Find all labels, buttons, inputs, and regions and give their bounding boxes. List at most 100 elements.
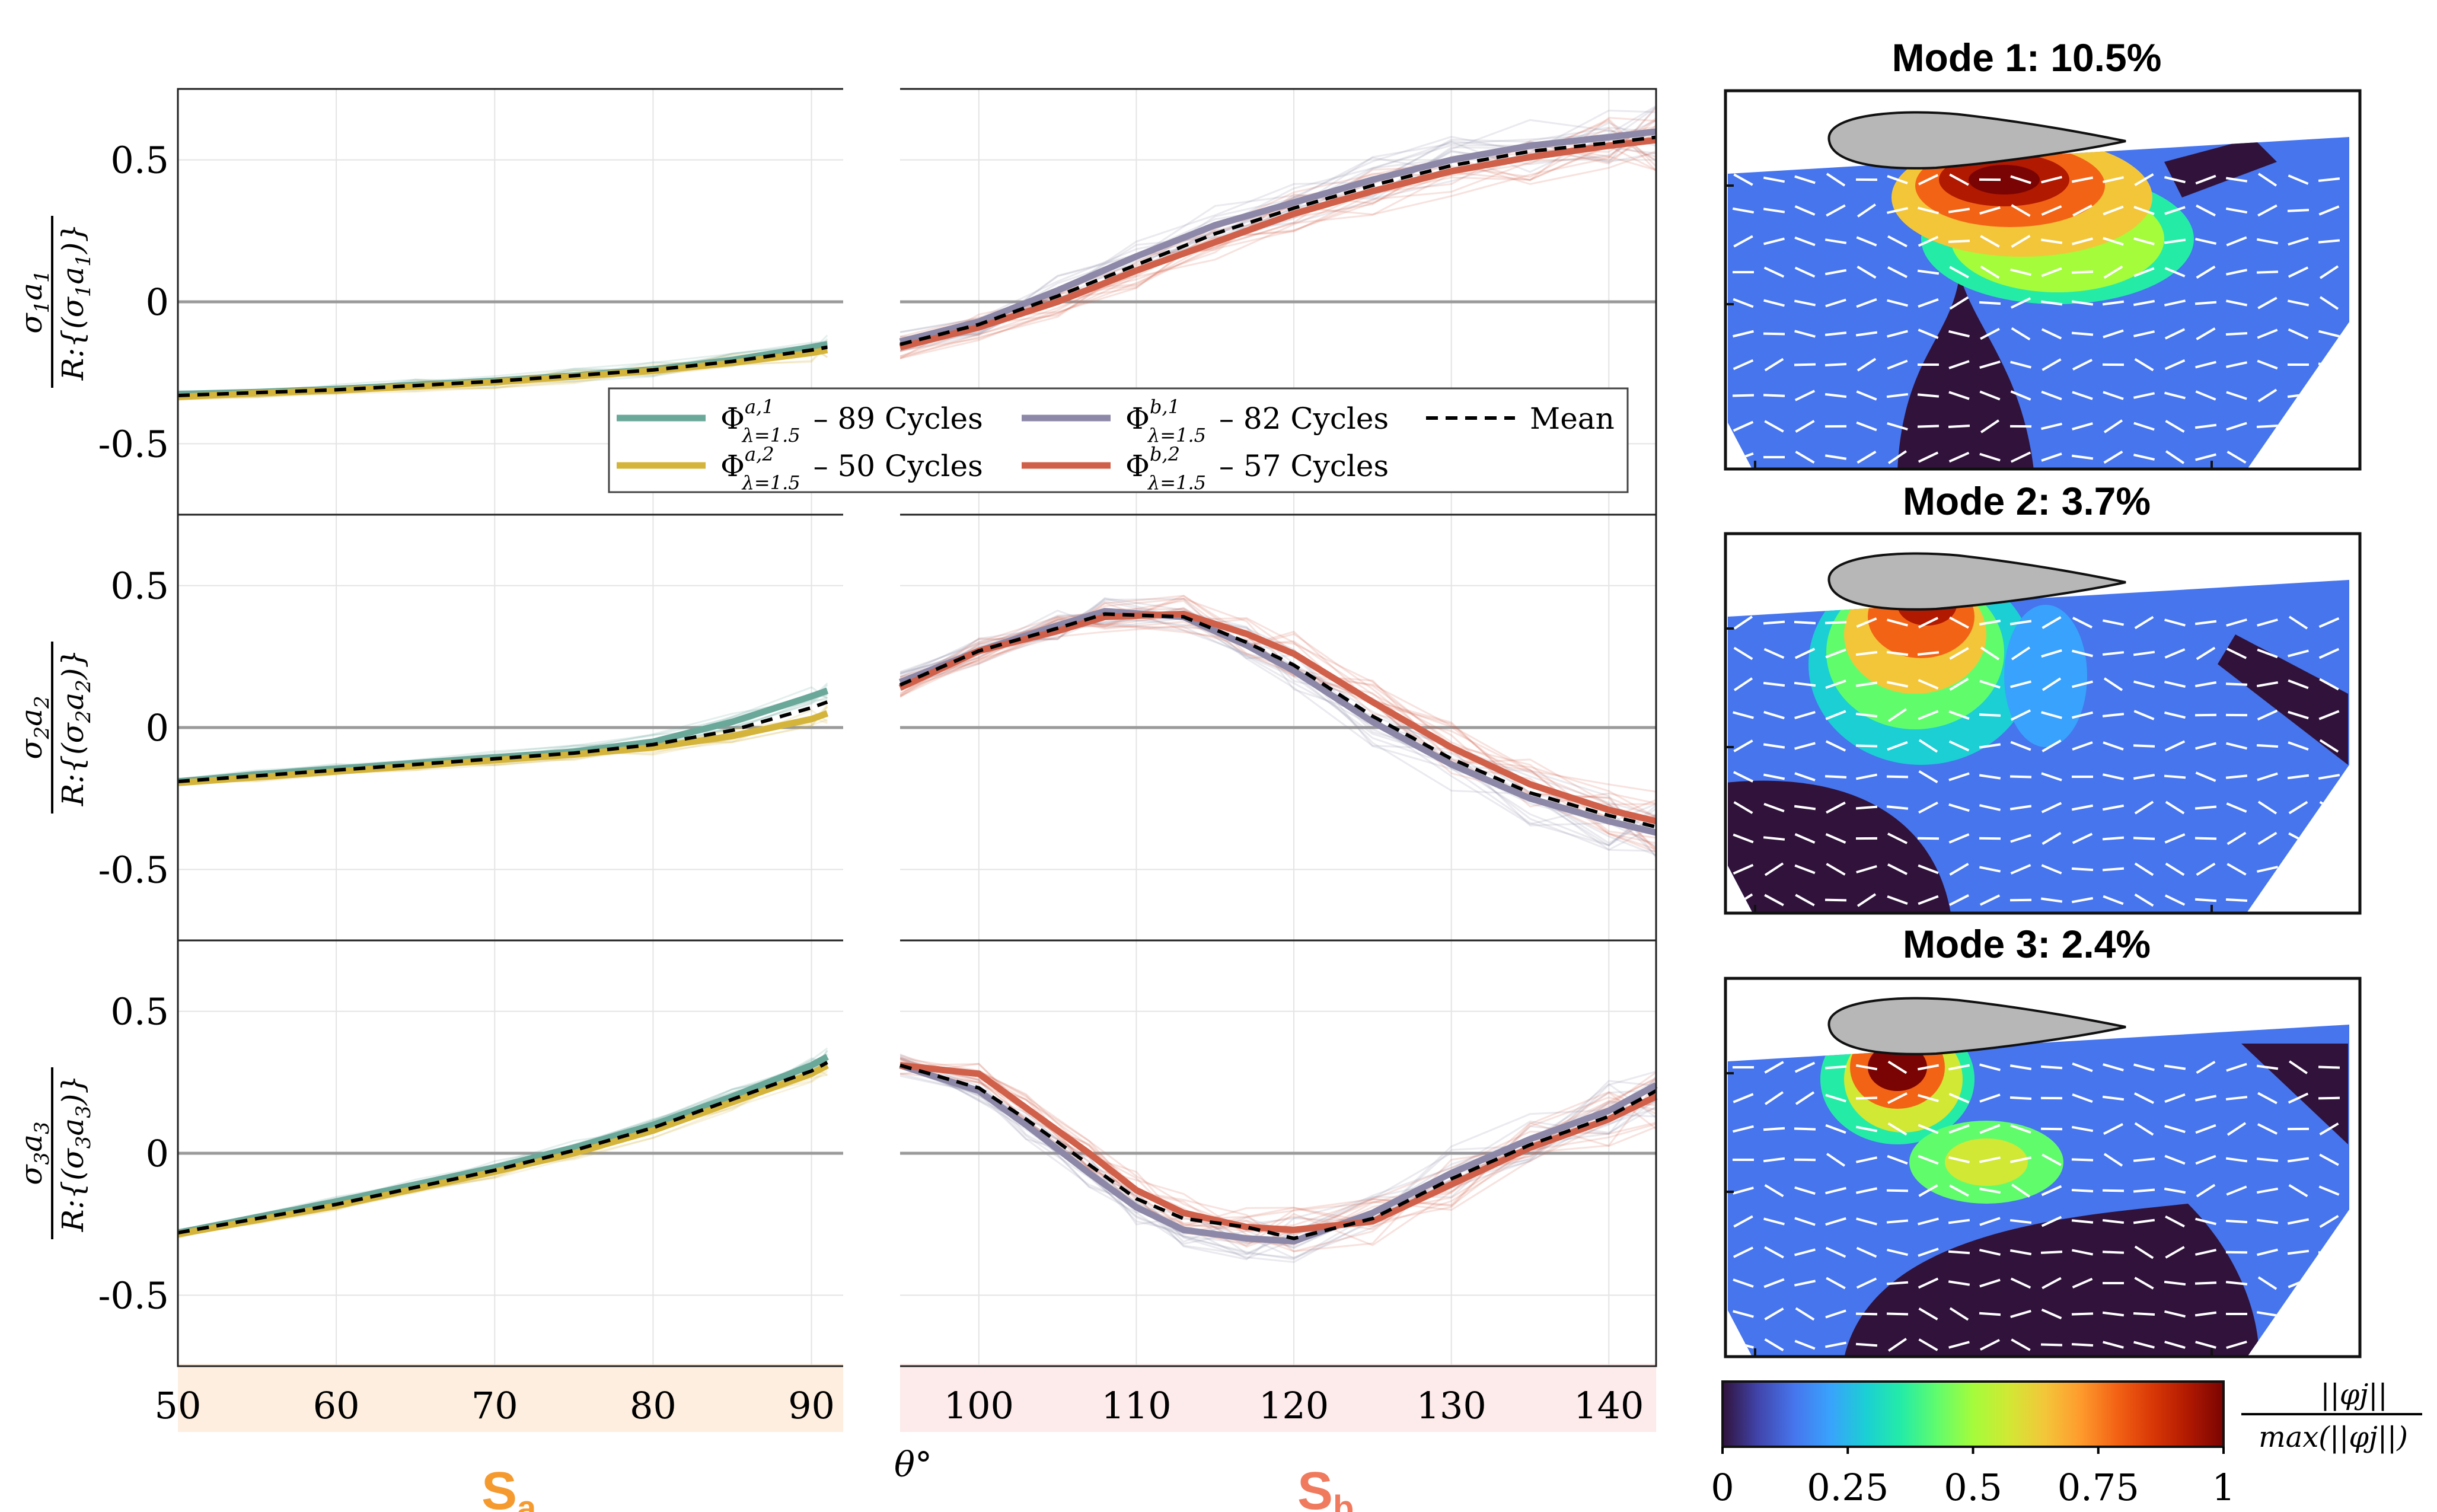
series-b2-line (899, 136, 1657, 350)
velocity-arrow (2071, 1188, 2094, 1193)
velocity-arrow (1887, 741, 1908, 751)
velocity-arrow (2102, 1218, 2125, 1224)
velocity-arrow (1855, 1187, 1878, 1194)
mode-panel-2: Mode 2: 3.7% (1724, 479, 2362, 915)
y-label-den-post: )} (56, 1075, 90, 1106)
velocity-arrow (2042, 1153, 2062, 1166)
velocity-arrow (1917, 651, 1940, 656)
velocity-arrow (2071, 300, 2094, 306)
series-a1-cycle (178, 1053, 828, 1235)
velocity-arrow (1886, 1312, 1909, 1316)
velocity-arrow (1949, 1307, 1969, 1321)
colorbar-label-numerator: ||φj|| (2320, 1378, 2387, 1411)
velocity-arrow (1733, 235, 1753, 248)
velocity-arrow (1888, 708, 1907, 722)
axes-frame-a (177, 939, 843, 1367)
y-label-num-sub2: 3 (30, 1121, 54, 1134)
velocity-arrow (2288, 1184, 2308, 1198)
velocity-arrow (2042, 739, 2062, 752)
velocity-arrow (1824, 454, 1847, 460)
velocity-arrow (1825, 833, 1846, 844)
segment-b-label: Sb (1297, 1462, 1354, 1512)
mean-line-a (177, 345, 828, 397)
velocity-arrow (2133, 237, 2155, 245)
velocity-arrow (2103, 1063, 2124, 1071)
velocity-arrow (2072, 741, 2093, 751)
velocity-arrow (2009, 1156, 2032, 1163)
velocity-arrow (2103, 677, 2123, 691)
x-tick-label: 60 (313, 1384, 360, 1427)
velocity-arrow (2318, 647, 2340, 659)
velocity-arrow (2288, 237, 2309, 246)
velocity-arrow (1763, 1278, 1785, 1288)
velocity-arrow (2194, 423, 2217, 429)
velocity-arrow (1733, 646, 1753, 661)
y-label-den-sub2: 2 (72, 680, 95, 693)
velocity-arrow (2194, 898, 2217, 902)
velocity-arrow (2041, 1308, 2062, 1320)
y-label-den-post: )} (56, 224, 90, 254)
velocity-arrow (1794, 1061, 1816, 1073)
velocity-arrow (1917, 269, 1940, 275)
velocity-arrow (2288, 1307, 2308, 1321)
legend-sup: b,2 (1150, 443, 1180, 465)
velocity-arrow (2318, 177, 2340, 182)
velocity-arrow (2133, 1157, 2155, 1162)
velocity-arrow (2165, 862, 2185, 876)
velocity-arrow (2165, 1246, 2185, 1259)
velocity-arrow (2041, 1185, 2062, 1197)
velocity-arrow (2288, 174, 2309, 185)
velocity-arrow (2102, 836, 2125, 841)
legend-text: Φa,1 λ=1.5 – 89 Cycles (720, 395, 983, 446)
series-a1-cycles (178, 1047, 828, 1237)
velocity-arrow (1887, 359, 1908, 370)
velocity-arrow (1763, 237, 1785, 245)
velocity-arrow (2256, 238, 2279, 245)
velocity-arrow (2318, 1342, 2340, 1347)
velocity-arrow (2195, 742, 2216, 750)
velocity-arrow (1763, 266, 1785, 278)
velocity-arrow (1763, 647, 1785, 659)
velocity-arrow (2195, 453, 2216, 461)
velocity-arrow (2194, 837, 2217, 840)
velocity-arrow (1764, 1338, 1784, 1351)
legend-entry-3: Φb,1 λ=1.5 – 82 Cycles (1022, 395, 1389, 446)
velocity-arrow (1979, 743, 2001, 749)
velocity-arrow (1794, 647, 1816, 659)
velocity-arrow (2225, 774, 2248, 779)
velocity-arrow (2195, 1124, 2216, 1134)
velocity-arrow (2226, 1063, 2247, 1072)
velocity-arrow (1794, 175, 1816, 184)
colorbar-label-denominator: max(||φj||) (2259, 1421, 2408, 1454)
velocity-arrow (1825, 740, 1846, 752)
velocity-arrow (2196, 1184, 2216, 1198)
velocity-arrow (1733, 801, 1753, 814)
velocity-arrow (1794, 772, 1816, 781)
legend-box (608, 387, 1629, 493)
velocity-arrow (2319, 1153, 2339, 1166)
velocity-arrow (2010, 1309, 2031, 1319)
velocity-arrow (1918, 1248, 1939, 1257)
velocity-arrow (1918, 328, 1939, 339)
velocity-arrow (2040, 1251, 2063, 1254)
y-label-num-main: σ (14, 738, 49, 760)
legend-entry-1: Φa,1 λ=1.5 – 89 Cycles (617, 395, 983, 446)
velocity-arrow (1794, 299, 1816, 307)
velocity-arrow (1733, 359, 1754, 371)
velocity-arrow (1825, 1309, 1846, 1319)
velocity-arrow (1887, 618, 1908, 627)
velocity-arrow (2102, 773, 2125, 780)
velocity-arrow (2133, 1188, 2155, 1193)
mean-line-b (899, 1063, 1657, 1240)
velocity-arrow (2256, 1218, 2279, 1224)
series-a1-cycle (178, 1050, 828, 1233)
mode-panels: Mode 1: 10.5% Mode 2: 3.7% Mode 3: 2.4% (1724, 36, 2362, 1358)
velocity-arrow (2319, 265, 2339, 279)
velocity-arrow (2164, 1187, 2186, 1194)
velocity-arrow (1824, 775, 1847, 779)
mode-title: Mode 3: 2.4% (1903, 922, 2151, 966)
velocity-arrow (2257, 894, 2278, 906)
velocity-arrow (2042, 616, 2062, 629)
velocity-arrow (2288, 1092, 2309, 1104)
velocity-arrow (2256, 744, 2279, 748)
